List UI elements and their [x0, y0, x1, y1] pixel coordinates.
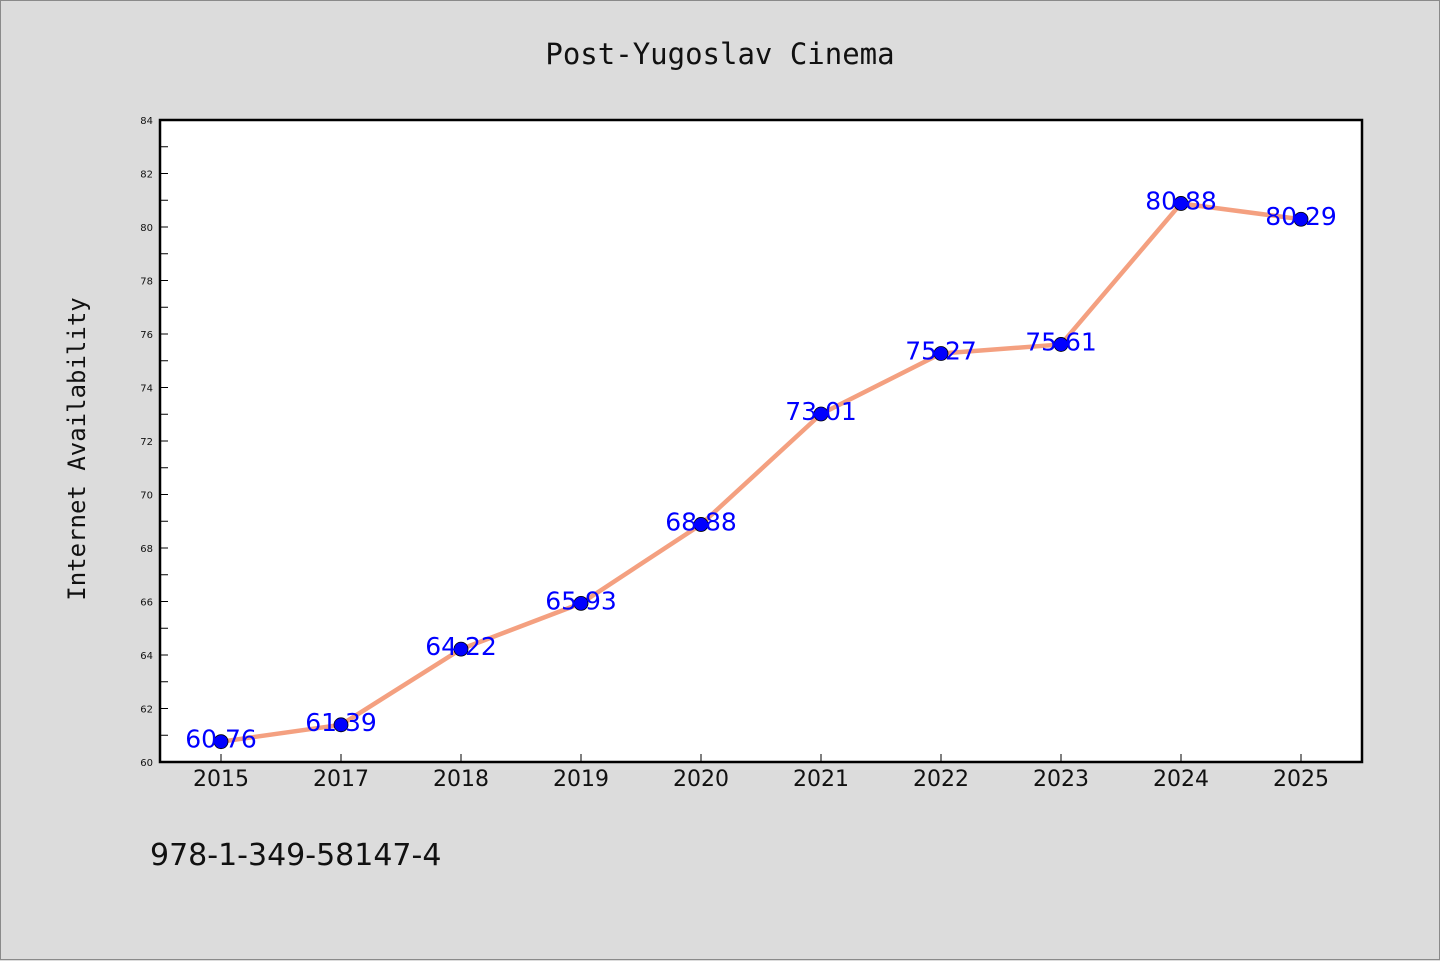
data-point — [213, 734, 229, 750]
data-value-label: 73.01 — [785, 397, 857, 426]
data-point — [933, 346, 949, 361]
data-value-label: 68.88 — [665, 507, 737, 536]
x-tick-label: 2019 — [553, 767, 609, 792]
data-value-label: 64.22 — [425, 632, 497, 661]
x-tick-label: 2025 — [1273, 767, 1329, 792]
y-tick-label: 64 — [140, 651, 153, 662]
x-tick-label: 2023 — [1033, 767, 1089, 792]
data-labels: 60.76 61.39 64.22 65.93 68.88 73.01 75.27 75.61… — [185, 186, 1337, 753]
y-axis-label: Internet Availability — [63, 297, 91, 600]
y-tick-label: 84 — [140, 116, 153, 127]
y-tick-label: 62 — [140, 705, 153, 716]
data-value-label: 75.27 — [905, 337, 977, 366]
data-point — [1053, 337, 1069, 352]
data-value-label: 80.88 — [1145, 186, 1217, 215]
y-tick-label: 74 — [140, 384, 153, 395]
data-point — [1173, 196, 1189, 211]
plot-area — [158, 118, 1364, 764]
data-value-label: 60.76 — [185, 725, 257, 754]
data-value-label: 61.39 — [305, 708, 377, 737]
data-point — [573, 595, 589, 611]
y-tick-label: 76 — [140, 330, 153, 341]
y-tick-label: 82 — [140, 170, 153, 181]
x-tick-label: 2024 — [1153, 767, 1209, 792]
y-tick-label: 70 — [140, 491, 153, 502]
isbn-annotation: 978-1-349-58147-4 — [150, 838, 441, 873]
x-tick-label: 2015 — [193, 767, 249, 792]
data-value-label: 65.93 — [545, 586, 617, 615]
y-tick-label: 66 — [140, 598, 153, 609]
data-value-label: 80.29 — [1265, 202, 1337, 231]
y-tick-label: 68 — [140, 544, 153, 555]
y-tick-label: 78 — [140, 277, 153, 288]
data-point — [693, 517, 709, 532]
y-tick-label: 80 — [140, 223, 153, 234]
x-tick-label: 2021 — [793, 767, 849, 792]
x-axis: 2015 2017 2018 2019 2020 2021 2022 2023 2024 2025 — [193, 754, 1329, 792]
series-line — [220, 201, 1302, 744]
x-tick-label: 2017 — [313, 767, 369, 792]
data-point — [1293, 211, 1309, 227]
data-markers — [213, 196, 1309, 750]
y-tick-label: 72 — [140, 437, 153, 448]
x-tick-label: 2020 — [673, 767, 729, 792]
y-tick-label: 60 — [140, 758, 153, 769]
x-tick-label: 2022 — [913, 767, 969, 792]
data-point — [453, 641, 469, 657]
data-point — [333, 717, 349, 733]
data-point — [813, 406, 829, 422]
y-axis: 60 62 64 66 68 70 72 74 76 78 80 82 84 — [140, 116, 168, 769]
chart-title: Post-Yugoslav Cinema — [545, 37, 894, 71]
data-value-label: 75.61 — [1025, 327, 1097, 356]
x-tick-label: 2018 — [433, 767, 489, 792]
